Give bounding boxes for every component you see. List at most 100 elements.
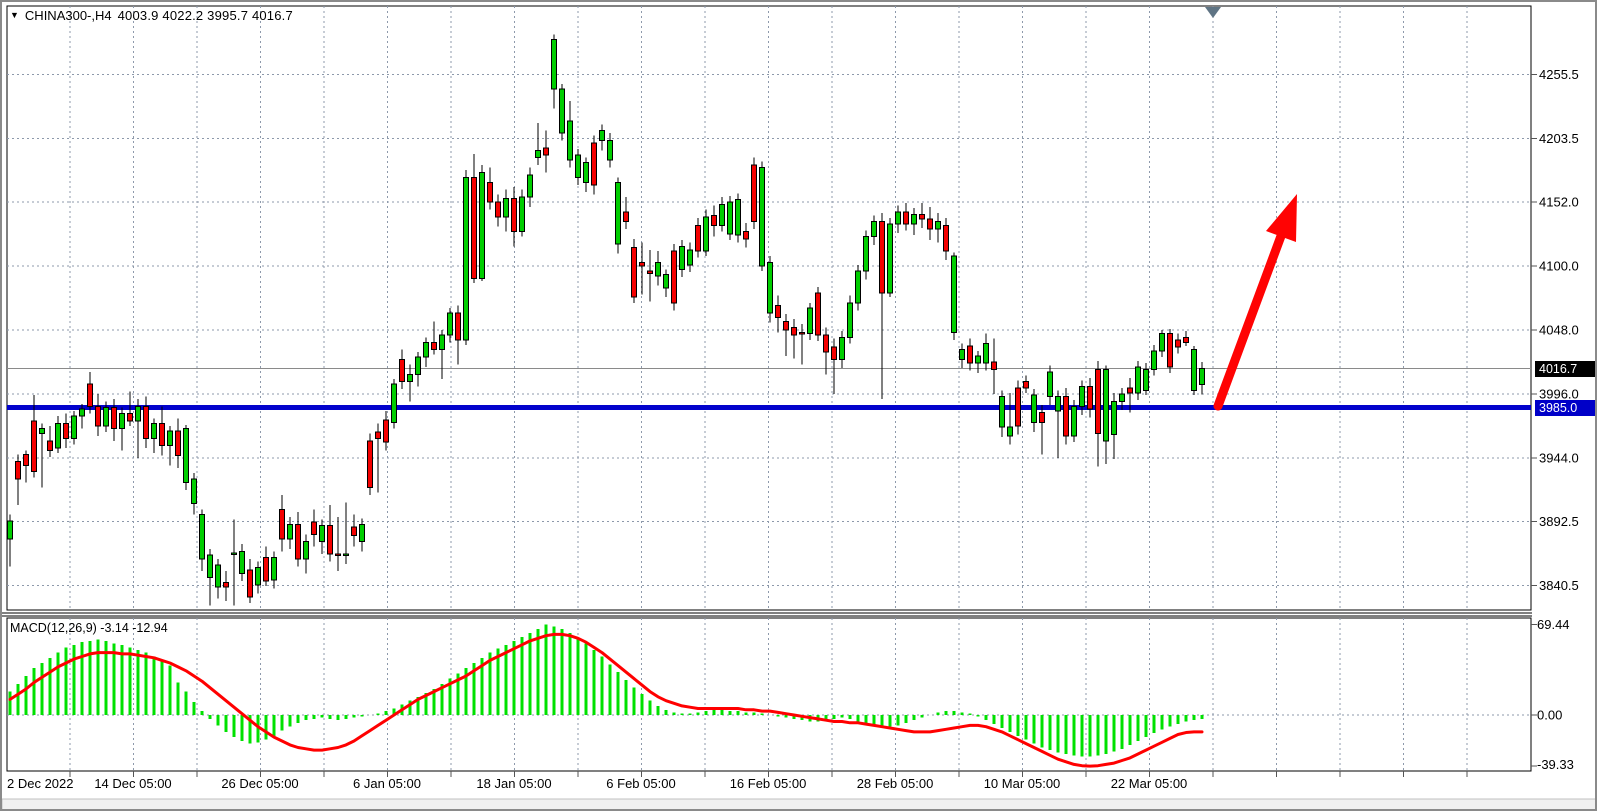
time-axis-label[interactable]: 14 Dec 05:00 xyxy=(94,776,171,791)
time-axis-label[interactable]: 26 Dec 05:00 xyxy=(221,776,298,791)
candle-body xyxy=(191,478,197,505)
candle-body xyxy=(223,581,229,588)
price-axis-label[interactable]: 3996.0 xyxy=(1539,387,1579,402)
candle-body xyxy=(535,149,541,159)
candle-body xyxy=(239,551,245,575)
candle-body xyxy=(31,420,37,473)
candle-body xyxy=(543,147,549,156)
candle-body xyxy=(1095,368,1101,434)
time-axis-label[interactable]: 18 Jan 05:00 xyxy=(476,776,551,791)
candle-body xyxy=(183,427,189,484)
candle-body xyxy=(719,203,725,226)
candle-body xyxy=(911,213,917,225)
price-axis-label[interactable]: 4152.0 xyxy=(1539,194,1579,209)
price-axis-label[interactable]: 4100.0 xyxy=(1539,258,1579,273)
candle-body xyxy=(671,250,677,304)
candle-body xyxy=(807,307,813,335)
candle-body xyxy=(1039,411,1045,423)
price-axis-label[interactable]: 3840.5 xyxy=(1539,578,1579,593)
candle-body xyxy=(471,176,477,279)
price-axis-label[interactable]: 4048.0 xyxy=(1539,322,1579,337)
chart-header: ▼ CHINA300-,H4 4003.9 4022.2 3995.7 4016… xyxy=(10,8,293,23)
candle-body xyxy=(855,270,861,304)
candle-body xyxy=(383,419,389,443)
candle-body xyxy=(1191,349,1197,391)
candle-body xyxy=(847,302,853,338)
candle-body xyxy=(407,373,413,383)
price-axis-label[interactable]: 3944.0 xyxy=(1539,451,1579,466)
trend-arrow-shaft[interactable] xyxy=(1213,231,1286,411)
candle-body xyxy=(903,211,909,225)
candle-body xyxy=(1063,395,1069,437)
candle-body xyxy=(15,461,21,480)
candle-body xyxy=(295,523,301,560)
candle-body xyxy=(47,440,53,452)
time-axis-label[interactable]: 6 Jan 05:00 xyxy=(353,776,421,791)
candle-body xyxy=(687,249,693,266)
macd-axis-label[interactable]: 69.44 xyxy=(1537,617,1570,632)
candle-body xyxy=(335,553,341,557)
candle-body xyxy=(71,415,77,439)
candle-body xyxy=(1127,387,1133,394)
candle-body xyxy=(727,201,733,235)
candle-body xyxy=(783,320,789,331)
candle-body xyxy=(271,557,277,581)
candle-body xyxy=(399,359,405,383)
candle-body xyxy=(551,39,557,90)
candle-body xyxy=(423,341,429,358)
candle-body xyxy=(359,523,365,543)
time-axis-label[interactable]: 10 Mar 05:00 xyxy=(984,776,1061,791)
candle-body xyxy=(103,407,109,427)
candle-body xyxy=(1135,366,1141,394)
candle-body xyxy=(695,224,701,252)
price-axis-label[interactable]: 3892.5 xyxy=(1539,514,1579,529)
candle-body xyxy=(111,407,117,429)
candle-body xyxy=(607,139,613,161)
trend-arrow-head[interactable] xyxy=(1266,194,1297,242)
candle-body xyxy=(375,431,381,439)
candle-body xyxy=(207,554,213,578)
candle-body xyxy=(631,247,637,298)
candle-body xyxy=(479,171,485,279)
candle-body xyxy=(1047,371,1053,397)
candle-body xyxy=(703,216,709,252)
candle-body xyxy=(951,255,957,333)
candle-body xyxy=(799,331,805,335)
macd-axis-label[interactable]: 0.00 xyxy=(1537,708,1562,723)
candle-body xyxy=(247,569,253,598)
candle-body xyxy=(455,312,461,341)
candle-body xyxy=(231,552,237,555)
candle-body xyxy=(1055,395,1061,412)
time-axis-label[interactable]: 22 Mar 05:00 xyxy=(1111,776,1188,791)
time-axis-label[interactable]: 28 Feb 05:00 xyxy=(857,776,934,791)
time-axis-label[interactable]: 16 Feb 05:00 xyxy=(730,776,807,791)
candle-body xyxy=(935,221,941,230)
candle-body xyxy=(519,196,525,233)
candle-body xyxy=(463,176,469,341)
symbol-title: CHINA300-,H4 xyxy=(24,8,112,23)
candle-body xyxy=(1143,368,1149,391)
candle-body xyxy=(439,334,445,351)
chart-shift-marker-icon[interactable] xyxy=(1205,7,1221,18)
candle-body xyxy=(39,427,45,434)
bottom-strip xyxy=(2,798,1595,809)
price-axis-label[interactable]: 4203.5 xyxy=(1539,131,1579,146)
candle-body xyxy=(735,199,741,236)
candle-body xyxy=(351,526,357,537)
candle-body xyxy=(391,383,397,423)
candle-body xyxy=(975,355,981,364)
candle-body xyxy=(1175,339,1181,348)
candle-body xyxy=(791,327,797,336)
candle-body xyxy=(751,164,757,223)
candle-body xyxy=(1119,393,1125,402)
candle-body xyxy=(303,541,309,560)
macd-axis-label[interactable]: -39.33 xyxy=(1537,757,1574,772)
price-axis-label[interactable]: 4255.5 xyxy=(1539,67,1579,82)
candle-body xyxy=(95,405,101,427)
candle-body xyxy=(959,349,965,361)
macd-signal-line xyxy=(8,632,1204,768)
candle-body xyxy=(1103,368,1109,442)
time-axis-label[interactable]: 6 Feb 05:00 xyxy=(606,776,675,791)
time-axis-label[interactable]: 2 Dec 2022 xyxy=(7,776,74,791)
